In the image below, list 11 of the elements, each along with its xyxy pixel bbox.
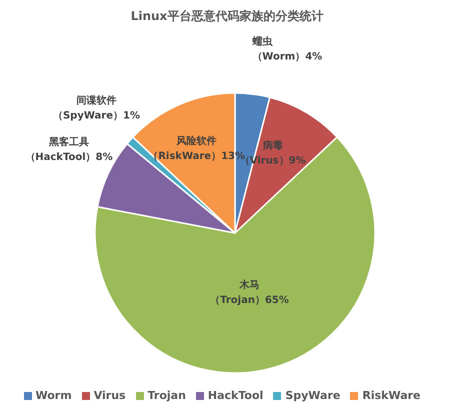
legend-label: Trojan bbox=[148, 389, 186, 402]
chart-title: Linux平台恶意代码家族的分类统计 bbox=[130, 8, 324, 25]
legend-label: Virus bbox=[94, 389, 126, 402]
data-label: 木马（Trojan）65% bbox=[210, 279, 289, 306]
legend-label: SpyWare bbox=[285, 389, 340, 402]
legend-label: HackTool bbox=[208, 389, 264, 402]
legend-label: Worm bbox=[36, 389, 72, 402]
legend-label: RiskWare bbox=[362, 389, 420, 402]
data-label: 间谍软件（SpyWare）1% bbox=[52, 94, 140, 122]
data-label: 黑客工具（HackTool）8% bbox=[25, 136, 113, 164]
data-label: 蠕虫（Worm）4% bbox=[251, 35, 322, 62]
